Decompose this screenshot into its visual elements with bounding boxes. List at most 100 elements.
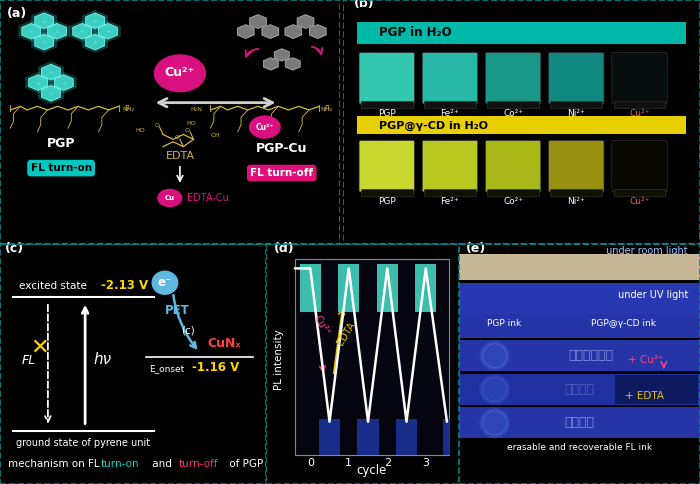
Polygon shape (274, 49, 289, 61)
Text: hν: hν (93, 352, 111, 367)
Bar (458, 340, 700, 371)
Text: H₂N: H₂N (0, 107, 1, 112)
Bar (458, 283, 700, 314)
Bar (550, 189, 602, 196)
Text: O: O (185, 128, 190, 133)
Text: 1: 1 (345, 458, 352, 468)
Text: PET: PET (165, 304, 190, 317)
Circle shape (249, 116, 280, 138)
Polygon shape (35, 13, 53, 29)
Text: Cu²⁺: Cu²⁺ (165, 66, 195, 78)
Polygon shape (99, 23, 118, 39)
Text: PGP@γ-CD ink: PGP@γ-CD ink (592, 319, 657, 328)
Polygon shape (22, 23, 41, 39)
Text: PGP: PGP (378, 197, 395, 206)
Text: ground state of pyrene unit: ground state of pyrene unit (16, 438, 150, 448)
Bar (458, 374, 700, 405)
FancyBboxPatch shape (549, 53, 604, 104)
Polygon shape (85, 13, 104, 29)
Text: erasable and recoverable FL ink: erasable and recoverable FL ink (507, 443, 652, 453)
Bar (319, 419, 340, 455)
Circle shape (155, 55, 205, 91)
Text: HO: HO (187, 121, 197, 126)
FancyBboxPatch shape (422, 53, 477, 104)
Bar (615, 375, 698, 404)
Text: EDTA: EDTA (335, 320, 357, 347)
Bar (357, 22, 686, 44)
Polygon shape (32, 31, 57, 53)
Text: NH₂: NH₂ (122, 107, 134, 112)
Polygon shape (25, 72, 51, 93)
Bar (361, 102, 412, 107)
Text: Cu²⁺: Cu²⁺ (256, 122, 274, 132)
Text: 华中科技: 华中科技 (564, 416, 594, 429)
Bar (458, 254, 700, 280)
Circle shape (480, 341, 509, 370)
Polygon shape (82, 31, 108, 53)
Text: under room light: under room light (606, 246, 688, 256)
Text: cycle: cycle (357, 465, 387, 477)
Text: PGP@γ-CD in H₂O: PGP@γ-CD in H₂O (379, 120, 488, 131)
Text: Cu²⁺: Cu²⁺ (312, 314, 332, 337)
Text: PGP: PGP (378, 109, 395, 118)
Bar (614, 102, 666, 107)
Bar (358, 419, 379, 455)
FancyBboxPatch shape (612, 53, 667, 104)
Text: PL intensity: PL intensity (274, 329, 284, 390)
Polygon shape (44, 20, 70, 42)
Text: E_onset: E_onset (149, 364, 184, 373)
Circle shape (158, 189, 181, 207)
FancyBboxPatch shape (485, 140, 541, 192)
Bar (458, 408, 700, 439)
Bar (424, 189, 476, 196)
Text: 0: 0 (307, 458, 314, 468)
Polygon shape (35, 34, 53, 50)
Circle shape (152, 271, 178, 294)
Bar (487, 102, 539, 107)
Text: and: and (149, 459, 175, 469)
Bar (550, 102, 602, 107)
Text: mechanism on FL: mechanism on FL (8, 459, 103, 469)
Polygon shape (38, 83, 64, 104)
Text: 2: 2 (384, 458, 391, 468)
Text: turn-off: turn-off (178, 459, 218, 469)
Text: HO: HO (136, 128, 146, 133)
Bar (614, 189, 666, 196)
Text: + Cu²⁺: + Cu²⁺ (629, 355, 664, 365)
Circle shape (480, 375, 509, 404)
Text: e⁻: e⁻ (158, 276, 172, 289)
Polygon shape (286, 58, 300, 70)
Text: (e): (e) (466, 242, 486, 255)
Bar (415, 264, 436, 312)
Text: OH: OH (211, 133, 220, 138)
FancyBboxPatch shape (485, 53, 541, 104)
Polygon shape (82, 10, 108, 31)
Text: PGP: PGP (47, 136, 76, 150)
Text: 华中科技大学: 华中科技大学 (569, 349, 614, 363)
Polygon shape (38, 61, 64, 83)
Text: (b): (b) (354, 0, 374, 10)
Polygon shape (262, 25, 279, 39)
Bar (443, 419, 450, 455)
Text: under UV light: under UV light (617, 290, 688, 301)
Bar (377, 264, 398, 312)
Polygon shape (85, 34, 104, 50)
Text: H₂N: H₂N (190, 107, 202, 112)
FancyBboxPatch shape (612, 140, 667, 192)
Text: FL turn-off: FL turn-off (251, 168, 314, 178)
Polygon shape (55, 75, 74, 91)
FancyBboxPatch shape (422, 140, 477, 192)
Text: NH₂: NH₂ (321, 107, 332, 112)
Text: -1.16 V: -1.16 V (192, 362, 239, 375)
Polygon shape (95, 20, 121, 42)
Text: Fe²⁺: Fe²⁺ (440, 197, 459, 206)
Text: EDTA: EDTA (165, 151, 195, 161)
Text: 华中科技: 华中科技 (564, 383, 594, 396)
Text: Cu: Cu (164, 195, 175, 201)
Text: PGP in H₂O: PGP in H₂O (379, 27, 452, 40)
Text: EDTA-Cu: EDTA-Cu (187, 193, 228, 203)
Text: Co²⁺: Co²⁺ (503, 197, 523, 206)
FancyBboxPatch shape (359, 140, 414, 192)
FancyBboxPatch shape (359, 53, 414, 104)
Text: Cu²⁺: Cu²⁺ (629, 197, 650, 206)
